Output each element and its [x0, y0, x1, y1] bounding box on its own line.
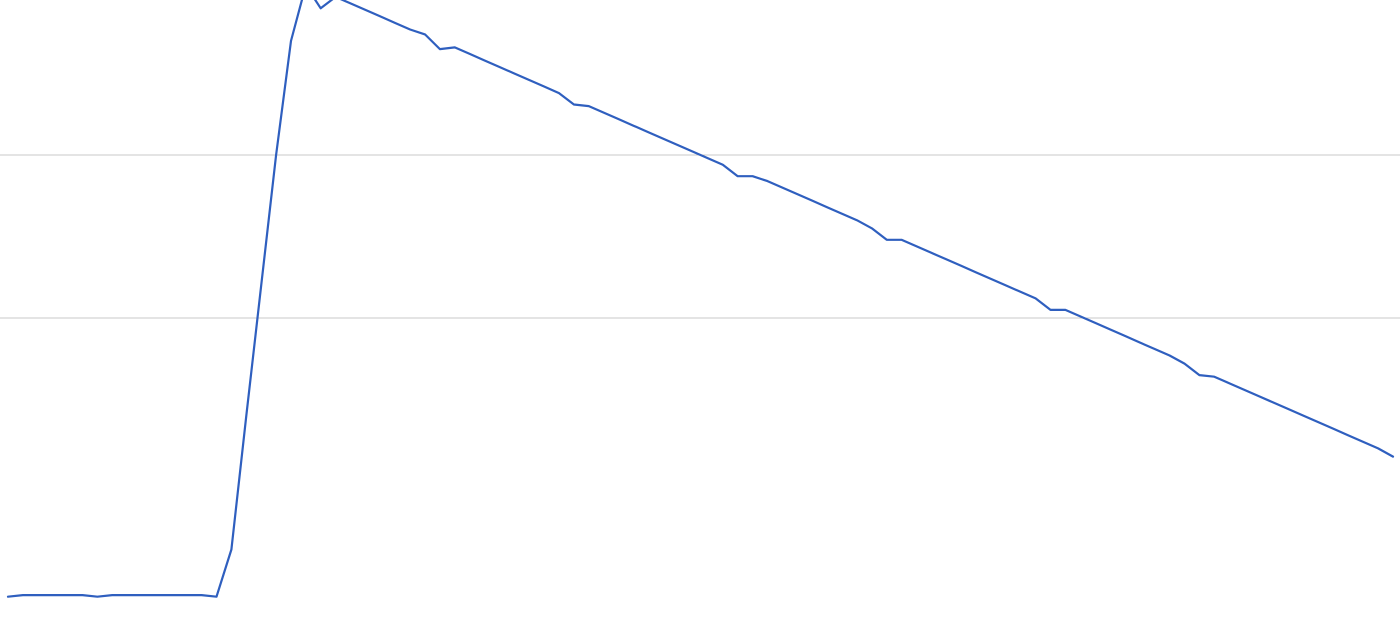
- data-point-78: [1168, 354, 1172, 358]
- data-point-44: [661, 137, 665, 141]
- data-point-29: [438, 47, 442, 51]
- data-point-64: [959, 264, 963, 268]
- data-point-24: [363, 8, 367, 12]
- data-point-69: [1034, 296, 1038, 300]
- data-point-45: [676, 143, 680, 147]
- data-point-83: [1242, 388, 1246, 392]
- data-point-37: [557, 91, 561, 95]
- data-point-65: [974, 270, 978, 274]
- data-point-86: [1287, 407, 1291, 411]
- data-point-82: [1227, 381, 1231, 385]
- data-point-79: [1183, 362, 1187, 366]
- data-point-28: [423, 32, 427, 36]
- data-point-80: [1197, 373, 1201, 377]
- data-point-68: [1019, 290, 1023, 294]
- data-point-76: [1138, 341, 1142, 345]
- data-point-16: [244, 414, 248, 418]
- series-line-0: [6, 0, 1395, 598]
- data-point-7: [110, 593, 114, 597]
- data-point-8: [125, 593, 129, 597]
- data-point-34: [512, 72, 516, 76]
- data-point-93: [1391, 455, 1395, 459]
- data-point-19: [289, 39, 293, 43]
- data-point-23: [349, 1, 353, 5]
- data-point-88: [1317, 420, 1321, 424]
- data-point-4: [66, 593, 70, 597]
- data-point-18: [274, 153, 278, 157]
- data-point-11: [170, 593, 174, 597]
- data-point-77: [1153, 347, 1157, 351]
- gridlines: [0, 154, 1400, 319]
- series-group: [6, 0, 1395, 599]
- data-point-87: [1302, 414, 1306, 418]
- data-point-53: [795, 192, 799, 196]
- data-point-36: [542, 85, 546, 89]
- data-point-5: [81, 593, 85, 597]
- data-point-17: [259, 283, 263, 287]
- data-point-40: [602, 111, 606, 115]
- data-point-90: [1346, 433, 1350, 437]
- data-point-50: [751, 174, 755, 178]
- data-point-62: [929, 251, 933, 255]
- data-point-0: [6, 595, 10, 599]
- data-point-52: [780, 186, 784, 190]
- data-point-10: [155, 593, 159, 597]
- data-point-13: [200, 593, 204, 597]
- data-point-67: [1004, 283, 1008, 287]
- data-point-70: [1049, 308, 1053, 312]
- data-point-2: [36, 593, 40, 597]
- data-point-72: [1078, 314, 1082, 318]
- data-point-66: [989, 277, 993, 281]
- data-point-42: [632, 124, 636, 128]
- data-point-73: [1093, 321, 1097, 325]
- data-point-43: [646, 130, 650, 134]
- data-point-75: [1123, 334, 1127, 338]
- data-point-89: [1331, 427, 1335, 431]
- data-point-58: [870, 226, 874, 230]
- data-point-41: [617, 117, 621, 121]
- data-point-60: [900, 238, 904, 242]
- data-point-26: [393, 21, 397, 25]
- data-point-27: [408, 28, 412, 32]
- data-point-12: [185, 593, 189, 597]
- data-point-49: [736, 174, 740, 178]
- data-point-15: [229, 548, 233, 552]
- data-point-85: [1272, 401, 1276, 405]
- data-point-14: [215, 595, 219, 599]
- data-point-39: [587, 104, 591, 108]
- data-point-35: [527, 78, 531, 82]
- data-point-1: [21, 593, 25, 597]
- data-point-84: [1257, 394, 1261, 398]
- data-point-61: [914, 244, 918, 248]
- data-point-30: [453, 45, 457, 49]
- data-point-74: [1108, 327, 1112, 331]
- data-point-46: [691, 150, 695, 154]
- data-point-6: [95, 595, 99, 599]
- data-point-71: [1063, 308, 1067, 312]
- data-point-3: [51, 593, 55, 597]
- data-point-32: [483, 59, 487, 63]
- data-point-21: [319, 6, 323, 10]
- data-point-91: [1361, 440, 1365, 444]
- data-point-63: [944, 257, 948, 261]
- data-point-48: [721, 163, 725, 167]
- data-point-31: [468, 52, 472, 56]
- data-point-25: [378, 14, 382, 18]
- data-point-9: [140, 593, 144, 597]
- data-point-55: [825, 205, 829, 209]
- data-point-81: [1212, 375, 1216, 379]
- data-point-51: [766, 179, 770, 183]
- data-point-92: [1376, 446, 1380, 450]
- data-point-33: [498, 65, 502, 69]
- data-point-54: [810, 199, 814, 203]
- data-point-59: [885, 238, 889, 242]
- data-point-56: [840, 212, 844, 216]
- data-point-57: [855, 218, 859, 222]
- data-point-47: [706, 156, 710, 160]
- data-point-38: [572, 103, 576, 107]
